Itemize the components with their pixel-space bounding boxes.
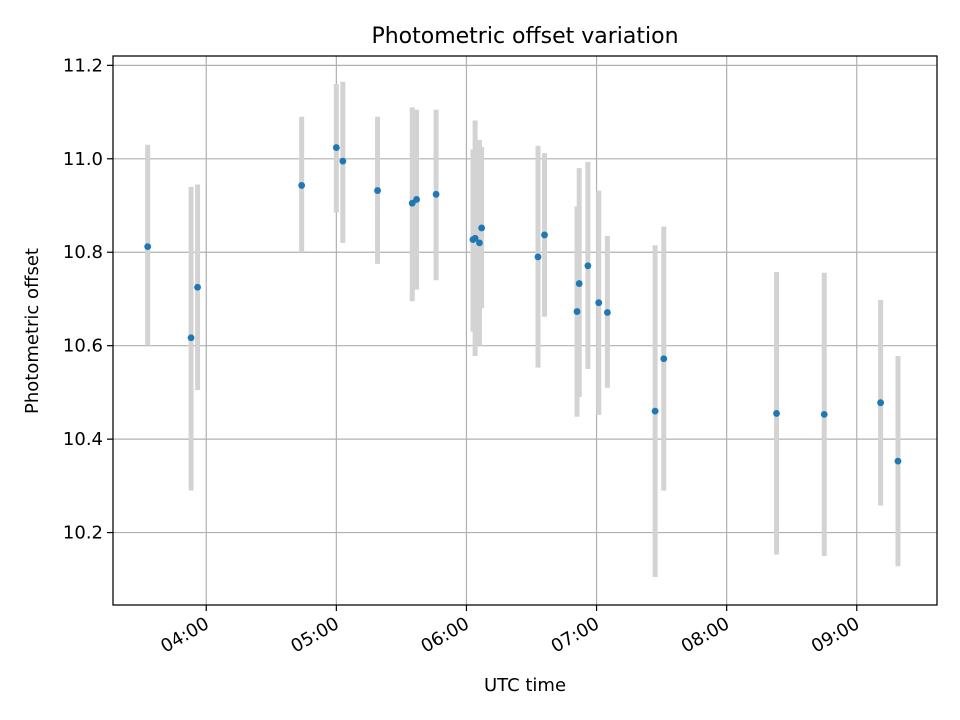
y-tick-label: 10.8: [63, 242, 103, 263]
data-point: [374, 187, 381, 194]
y-tick-label: 11.2: [63, 55, 103, 76]
data-point: [194, 283, 201, 291]
y-tick-label: 11.0: [63, 149, 103, 170]
data-point: [478, 224, 486, 232]
data-point: [651, 407, 659, 415]
data-point: [432, 190, 440, 198]
data-point: [773, 410, 780, 417]
data-point: [298, 182, 306, 189]
plot-frame: [112, 55, 938, 606]
data-point: [660, 355, 668, 363]
data-point: [541, 231, 548, 239]
data-point: [604, 309, 611, 316]
data-point: [877, 399, 885, 407]
data-point: [894, 457, 902, 465]
data-point: [534, 253, 542, 261]
data-point: [573, 308, 581, 315]
data-point: [339, 157, 347, 165]
y-tick-label: 10.2: [63, 523, 103, 544]
y-tick-label: 10.6: [63, 336, 103, 357]
data-point: [187, 334, 195, 342]
y-tick-label: 10.4: [63, 429, 103, 450]
x-axis-label: UTC time: [484, 675, 566, 696]
data-point: [332, 144, 340, 151]
chart-title: Photometric offset variation: [371, 24, 678, 49]
data-point: [820, 410, 828, 418]
y-axis: 10.2 10.4 10.6 10.8 11.0 11.2: [63, 55, 113, 544]
data-point: [595, 299, 603, 307]
grid: [113, 56, 937, 605]
data-points: [144, 144, 902, 465]
data-point: [144, 243, 152, 251]
data-point: [471, 234, 479, 242]
data-point: [575, 280, 583, 287]
data-point: [476, 239, 483, 247]
y-axis-label: Photometric offset: [22, 248, 43, 414]
data-point: [584, 262, 592, 270]
data-point: [413, 196, 420, 203]
